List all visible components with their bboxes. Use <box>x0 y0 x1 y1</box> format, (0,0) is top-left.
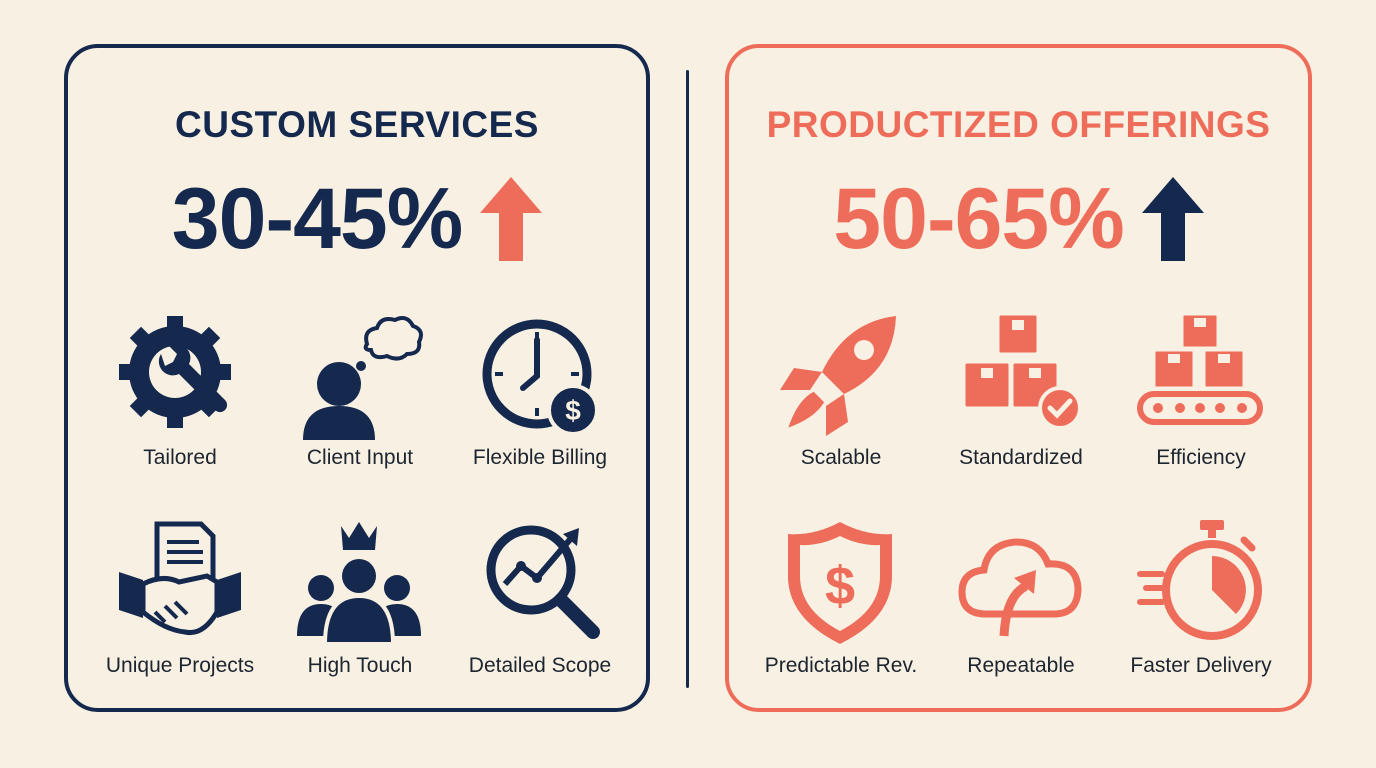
productized-margin-stat: 50-65% <box>729 176 1308 262</box>
center-divider <box>686 70 689 688</box>
cloud-upload-icon <box>956 518 1086 648</box>
shield-dollar-icon: $ <box>776 518 906 648</box>
boxes-check-icon <box>956 310 1086 440</box>
custom-services-title: CUSTOM SERVICES <box>175 104 539 145</box>
item-efficiency: Efficiency <box>1111 310 1291 470</box>
clock-dollar-icon: $ <box>475 310 605 440</box>
item-label: Faster Delivery <box>1130 654 1272 677</box>
team-crown-icon <box>295 518 425 648</box>
custom-services-panel: CUSTOM SERVICES 30-45% Tailo <box>64 44 650 712</box>
up-arrow-icon <box>480 177 543 261</box>
gear-wrench-icon <box>115 310 245 440</box>
item-label: High Touch <box>307 654 413 677</box>
svg-text:$: $ <box>565 395 581 426</box>
item-client-input: Client Input <box>270 310 450 470</box>
item-label: Standardized <box>959 446 1083 469</box>
item-predictable-rev: $ Predictable Rev. <box>751 518 931 678</box>
stopwatch-icon <box>1136 518 1266 648</box>
conveyor-boxes-icon <box>1136 310 1266 440</box>
magnifier-chart-icon <box>475 518 605 648</box>
person-thought-icon <box>295 310 425 440</box>
item-tailored: Tailored <box>90 310 270 470</box>
item-label: Tailored <box>143 446 217 469</box>
handshake-document-icon <box>115 518 245 648</box>
item-label: Flexible Billing <box>472 446 608 469</box>
item-scalable: Scalable <box>751 310 931 470</box>
item-flexible-billing: $ Flexible Billing <box>450 310 630 470</box>
item-label: Detailed Scope <box>468 654 612 677</box>
item-label: Unique Projects <box>105 654 255 677</box>
item-high-touch: High Touch <box>270 518 450 678</box>
up-arrow-icon <box>1141 177 1204 261</box>
svg-text:$: $ <box>825 556 855 616</box>
productized-offerings-title: PRODUCTIZED OFFERINGS <box>766 104 1271 145</box>
custom-margin-stat: 30-45% <box>68 176 646 262</box>
item-label: Scalable <box>800 446 882 469</box>
item-label: Predictable Rev. <box>764 654 918 677</box>
item-standardized: Standardized <box>931 310 1111 470</box>
item-label: Repeatable <box>967 654 1075 677</box>
rocket-icon <box>776 310 906 440</box>
productized-offerings-panel: PRODUCTIZED OFFERINGS 50-65% Scalable <box>725 44 1312 712</box>
item-detailed-scope: Detailed Scope <box>450 518 630 678</box>
item-unique-projects: Unique Projects <box>90 518 270 678</box>
item-label: Efficiency <box>1156 446 1246 469</box>
item-faster-delivery: Faster Delivery <box>1111 518 1291 678</box>
item-repeatable: Repeatable <box>931 518 1111 678</box>
productized-margin-value: 50-65% <box>833 171 1124 267</box>
item-label: Client Input <box>306 446 414 469</box>
custom-margin-value: 30-45% <box>171 171 463 267</box>
